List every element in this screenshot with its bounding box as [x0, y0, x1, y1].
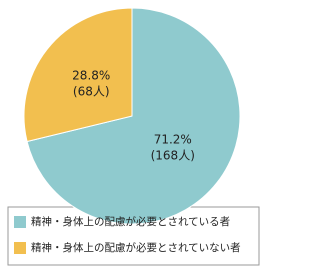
value-label: 71.2% — [154, 133, 192, 147]
value-label: 28.8% — [72, 68, 110, 82]
legend-swatch — [14, 216, 26, 228]
legend-label: 精神・身体上の配慮が必要とされていない者 — [31, 241, 241, 254]
chart: 71.2% (168人) 28.8% (68人) 精神・身体上の配慮が必要とされている者… — [7, 7, 260, 266]
legend-swatch — [14, 242, 26, 254]
legend-label: 精神・身体上の配慮が必要とされている者 — [31, 215, 230, 228]
pie-slice — [23, 7, 133, 143]
count-label: (68人) — [73, 84, 110, 98]
count-label: (168人) — [151, 149, 195, 163]
pie-slice — [26, 7, 241, 225]
